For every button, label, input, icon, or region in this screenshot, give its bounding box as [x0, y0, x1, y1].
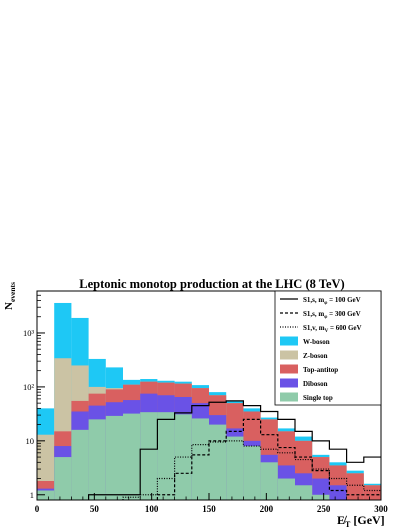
chart-title: Leptonic monotop production at the LHC (… [79, 277, 344, 291]
bar-single-top-bin-0 [37, 490, 55, 500]
bar-single-top-bin-4 [105, 415, 123, 500]
x-tick-label: 100 [145, 504, 159, 514]
bar-single-top-bin-2 [71, 429, 89, 500]
legend-label-top-antitop: Top-antitop [303, 366, 338, 374]
legend-box [274, 290, 382, 406]
legend-label-z-boson: Z-boson [303, 352, 328, 360]
bar-single-top-bin-11 [226, 436, 244, 500]
bar-single-top-bin-16 [312, 494, 330, 500]
legend-swatch-top-antitop [280, 364, 298, 374]
y-tick-label: 1 [30, 490, 34, 500]
y-axis-label-main: N [3, 302, 15, 310]
bar-single-top-bin-13 [260, 462, 278, 500]
legend-swatch-z-boson [280, 350, 298, 360]
legend: S1,s, mφ = 100 GeV S1,s, mφ = 300 GeV S1,v… [274, 290, 382, 406]
x-tick-label: 50 [90, 504, 100, 514]
bar-single-top-bin-1 [54, 457, 72, 500]
signal-histograms [88, 400, 381, 500]
y-tick-label: 10 [26, 436, 35, 446]
bar-top-antitop-bin-18 [346, 473, 364, 500]
legend-swatch-diboson [280, 378, 298, 388]
bar-single-top-bin-9 [191, 418, 209, 500]
bar-single-top-bin-3 [88, 419, 106, 500]
axes: 0 50 100 150 200 250 300 1 10 10² 10³ [23, 294, 388, 514]
bar-single-top-bin-15 [295, 485, 313, 500]
legend-label-s1-v-m-v-600-gev: S1,v, mV = 600 GeV [303, 324, 362, 334]
signal-s1-v-m-v-600-gev [122, 440, 381, 500]
y-tick-label: 10² [23, 382, 35, 392]
bar-diboson-bin-17 [329, 485, 347, 500]
y-tick-label: 10³ [23, 328, 35, 338]
legend-label-s1-s-m-300-gev: S1,s, mφ = 300 GeV [303, 310, 361, 320]
bar-single-top-bin-14 [277, 478, 295, 500]
legend-swatch-single-top [280, 392, 298, 402]
legend-label-single-top: Single top [303, 394, 333, 402]
x-axis-label-main: E̸ [337, 513, 348, 527]
signal-s1-s-m-100-gev [88, 400, 381, 500]
y-axis-label: Nevents [3, 282, 17, 310]
signal-s1-s-m-300-gev [156, 418, 381, 500]
bar-single-top-bin-12 [243, 446, 261, 500]
bar-diboson-bin-16 [312, 478, 330, 500]
bar-single-top-bin-10 [209, 424, 227, 500]
legend-label-diboson: Diboson [303, 380, 328, 388]
x-axis-label-unit: [GeV] [350, 513, 384, 527]
legend-label-s1-s-m-100-gev: S1,s, mφ = 100 GeV [303, 296, 361, 306]
x-tick-label: 250 [317, 504, 331, 514]
bar-single-top-bin-7 [157, 412, 175, 500]
x-axis-label-sub: T [345, 520, 351, 527]
x-tick-label: 300 [374, 504, 388, 514]
bar-single-top-bin-5 [123, 413, 141, 500]
x-tick-label: 0 [35, 504, 40, 514]
x-tick-label: 200 [260, 504, 274, 514]
bar-single-top-bin-6 [140, 412, 158, 500]
bar-top-antitop-bin-19 [363, 485, 381, 500]
x-axis-label: E̸T [GeV] [337, 513, 385, 527]
legend-swatch-w-boson [280, 336, 298, 346]
x-tick-label: 150 [202, 504, 216, 514]
legend-label-w-boson: W-boson [303, 338, 330, 346]
y-axis-label-sub: events [8, 282, 17, 302]
stacked-histogram [37, 302, 381, 500]
